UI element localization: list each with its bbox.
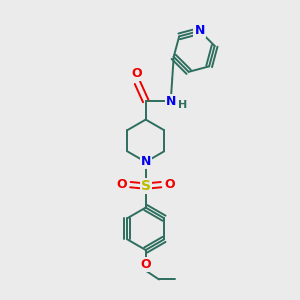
- Text: O: O: [164, 178, 175, 191]
- Text: O: O: [140, 258, 151, 271]
- Text: S: S: [141, 179, 151, 193]
- Text: O: O: [117, 178, 128, 191]
- Text: O: O: [132, 68, 142, 80]
- Text: N: N: [140, 155, 151, 169]
- Text: N: N: [194, 24, 205, 38]
- Text: N: N: [166, 94, 176, 107]
- Text: H: H: [178, 100, 188, 110]
